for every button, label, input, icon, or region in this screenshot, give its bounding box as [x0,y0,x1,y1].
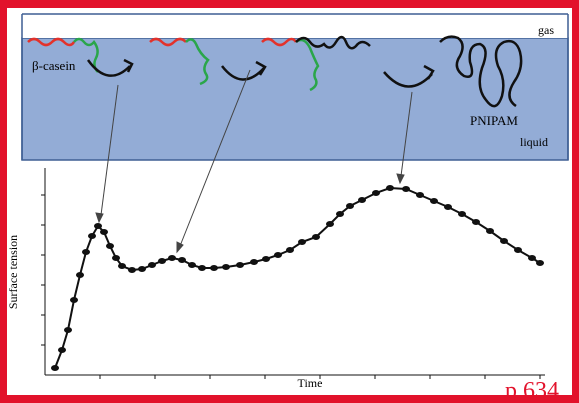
curve-point [222,264,230,270]
curve-point [64,327,72,333]
curve-point [346,203,354,209]
curve-point [76,272,84,278]
gas-phase [22,14,568,38]
protein-label: β-casein [32,58,76,73]
curve-point [198,265,206,271]
curve-point [178,257,186,263]
curve-point [82,249,90,255]
curve-point [402,186,410,192]
figure: gas β-casein PNIPAM liquid Surface tensi… [0,0,579,403]
curve-point [458,211,466,217]
x-axis-label: Time [298,376,323,390]
curve-point [250,259,258,265]
curve-point [298,239,306,245]
curve-point [158,258,166,264]
curve-point [444,204,452,210]
liquid-label: liquid [520,135,548,149]
curve-point [148,262,156,268]
curve-point [118,263,126,269]
curve-point [188,262,196,268]
curve-point [138,266,146,272]
page: {"diagram": {"labels": {"gas": "gas", "p… [0,0,579,403]
curve-point [358,197,366,203]
curve-point [168,255,176,261]
curve-point [210,265,218,271]
curve-point [236,262,244,268]
curve-point [336,211,344,217]
gas-label: gas [538,23,554,37]
curve-point [486,228,494,234]
curve-point [312,234,320,240]
page-number: p.634 [505,378,559,403]
curve-point [70,297,78,303]
curve-point [88,233,96,239]
curve-point [430,198,438,204]
curve-point [51,365,59,371]
curve-point [106,243,114,249]
curve-point [528,255,536,261]
curve-point [94,223,102,229]
curve-point [286,247,294,253]
curve-point [262,256,270,262]
curve-point [274,252,282,258]
curve-point [386,185,394,191]
y-axis-label: Surface tension [6,235,20,309]
curve-point [372,190,380,196]
curve-point [100,229,108,235]
curve-point [112,255,120,261]
curve-point [326,221,334,227]
curve-point [536,260,544,266]
curve-point [500,238,508,244]
polymer-label: PNIPAM [470,113,518,128]
curve-point [128,267,136,273]
curve-point [416,192,424,198]
curve-point [58,347,66,353]
curve-point [472,219,480,225]
curve-point [514,247,522,253]
